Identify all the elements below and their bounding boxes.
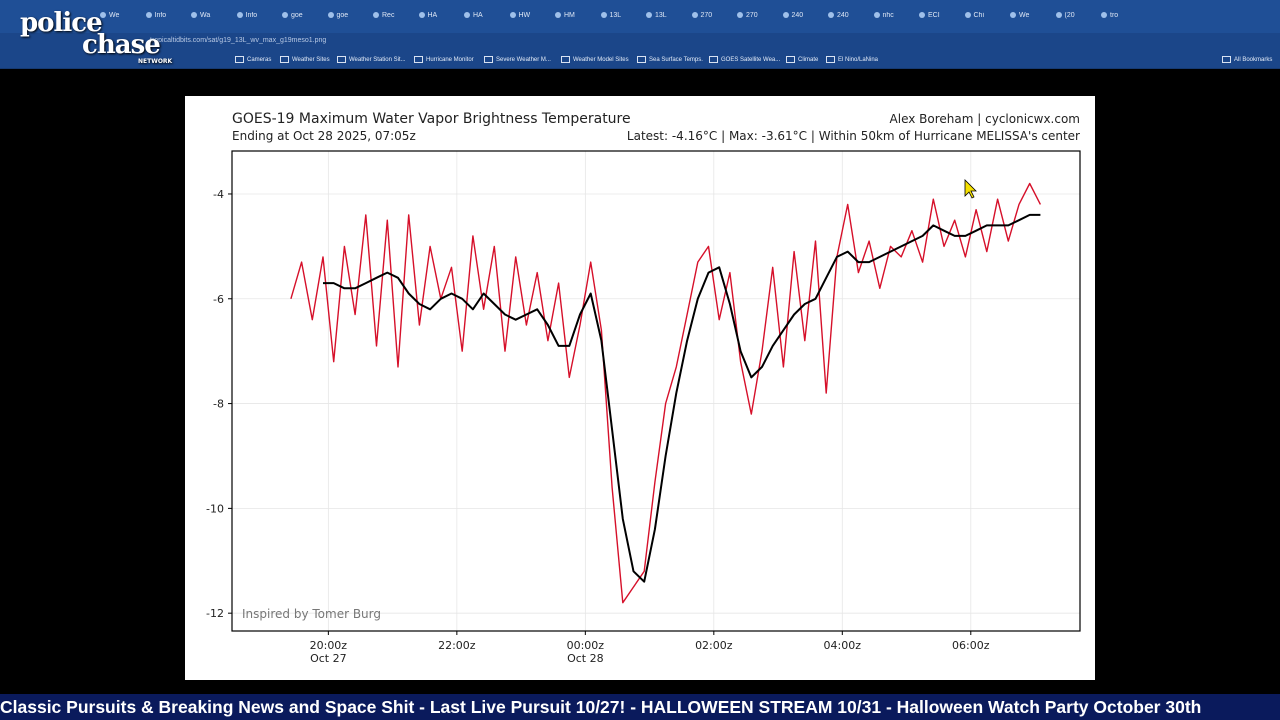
tab[interactable]: Info <box>237 12 277 28</box>
tab[interactable]: HA <box>464 12 504 28</box>
bookmark[interactable]: Sea Surface Temps. <box>637 56 703 63</box>
bookmark[interactable]: Weather Sites <box>280 56 330 63</box>
y-tick-label: -8 <box>213 398 224 411</box>
y-tick-label: -6 <box>213 293 224 306</box>
tab[interactable]: HA <box>419 12 459 28</box>
x-tick-label: 06:00z <box>952 639 990 652</box>
tab[interactable]: HM <box>555 12 595 28</box>
url[interactable]: tropicaltidbits.com/sat/g19_13L_wv_max_g… <box>150 37 327 44</box>
series-line <box>323 213 1041 583</box>
bookmark[interactable]: El Nino/LaNina <box>826 56 878 63</box>
tab[interactable]: 240 <box>783 12 823 28</box>
image-frame: GOES-19 Maximum Water Vapor Brightness T… <box>185 96 1095 680</box>
tab[interactable]: tro <box>1101 12 1141 28</box>
tab[interactable]: 13L <box>601 12 641 28</box>
tab[interactable]: Rec <box>373 12 413 28</box>
bookmark[interactable]: Weather Station Sit... <box>337 56 406 63</box>
bookmark[interactable]: Weather Model Sites <box>561 56 629 63</box>
plot-frame <box>231 150 1081 632</box>
tab[interactable]: We <box>100 12 140 28</box>
bookmarks-bar: All Bookmarks Cameras Weather Sites Weathe… <box>0 50 1280 69</box>
tab[interactable]: 270 <box>692 12 732 28</box>
x-tick-label: 00:00z Oct 28 <box>567 639 605 665</box>
annotation: Inspired by Tomer Burg <box>242 607 381 621</box>
tab[interactable]: (20 <box>1056 12 1096 28</box>
x-tick-label: 04:00z <box>824 639 862 652</box>
tab[interactable]: goe <box>282 12 322 28</box>
stats: Latest: -4.16°C | Max: -3.61°C | Within … <box>627 129 1080 143</box>
address-bar: tropicaltidbits.com/sat/g19_13L_wv_max_g… <box>0 33 1280 50</box>
tab[interactable]: ECI <box>919 12 959 28</box>
x-tick-label: 20:00z Oct 27 <box>310 639 348 665</box>
bookmark[interactable]: Cameras <box>235 56 271 63</box>
tab-bar: We Info Wa Info goe goe Rec HA HA HW HM 13L 13L 270 27… <box>0 0 1280 33</box>
chart-subtitle: Ending at Oct 28 2025, 07:05z <box>232 129 416 143</box>
tab[interactable]: Chi <box>965 12 1005 28</box>
x-tick-label: 22:00z <box>438 639 476 652</box>
x-tick-label: 02:00z <box>695 639 733 652</box>
chart: GOES-19 Maximum Water Vapor Brightness T… <box>206 111 1081 665</box>
y-tick-label: -12 <box>206 607 224 620</box>
tab[interactable]: 240 <box>828 12 868 28</box>
all-bookmarks[interactable]: All Bookmarks <box>1222 56 1272 63</box>
tab[interactable]: HW <box>510 12 550 28</box>
tab[interactable]: Info <box>146 12 186 28</box>
logo-text: chase <box>82 30 161 60</box>
tab[interactable]: 270 <box>737 12 777 28</box>
y-tick-label: -10 <box>206 502 224 515</box>
ticker: Classic Pursuits & Breaking News and Spa… <box>0 694 1280 720</box>
logo-text: NETWORK <box>138 58 173 65</box>
bookmark[interactable]: Severe Weather M... <box>484 56 551 63</box>
chart-title: GOES-19 Maximum Water Vapor Brightness T… <box>232 111 631 127</box>
cursor <box>964 179 977 199</box>
bookmark[interactable]: Hurricane Monitor <box>414 56 474 63</box>
credit: Alex Boreham | cyclonicwx.com <box>890 112 1080 126</box>
bookmark[interactable]: GOES Satellite Wea... <box>709 56 780 63</box>
tab[interactable]: goe <box>328 12 368 28</box>
tab[interactable]: nhc <box>874 12 914 28</box>
tab[interactable]: 13L <box>646 12 686 28</box>
tab[interactable]: We <box>1010 12 1050 28</box>
series-line <box>290 182 1042 604</box>
y-tick-label: -4 <box>213 188 224 201</box>
bookmark[interactable]: Climate <box>786 56 818 63</box>
logo-text: police <box>20 8 103 38</box>
tab[interactable]: Wa <box>191 12 231 28</box>
